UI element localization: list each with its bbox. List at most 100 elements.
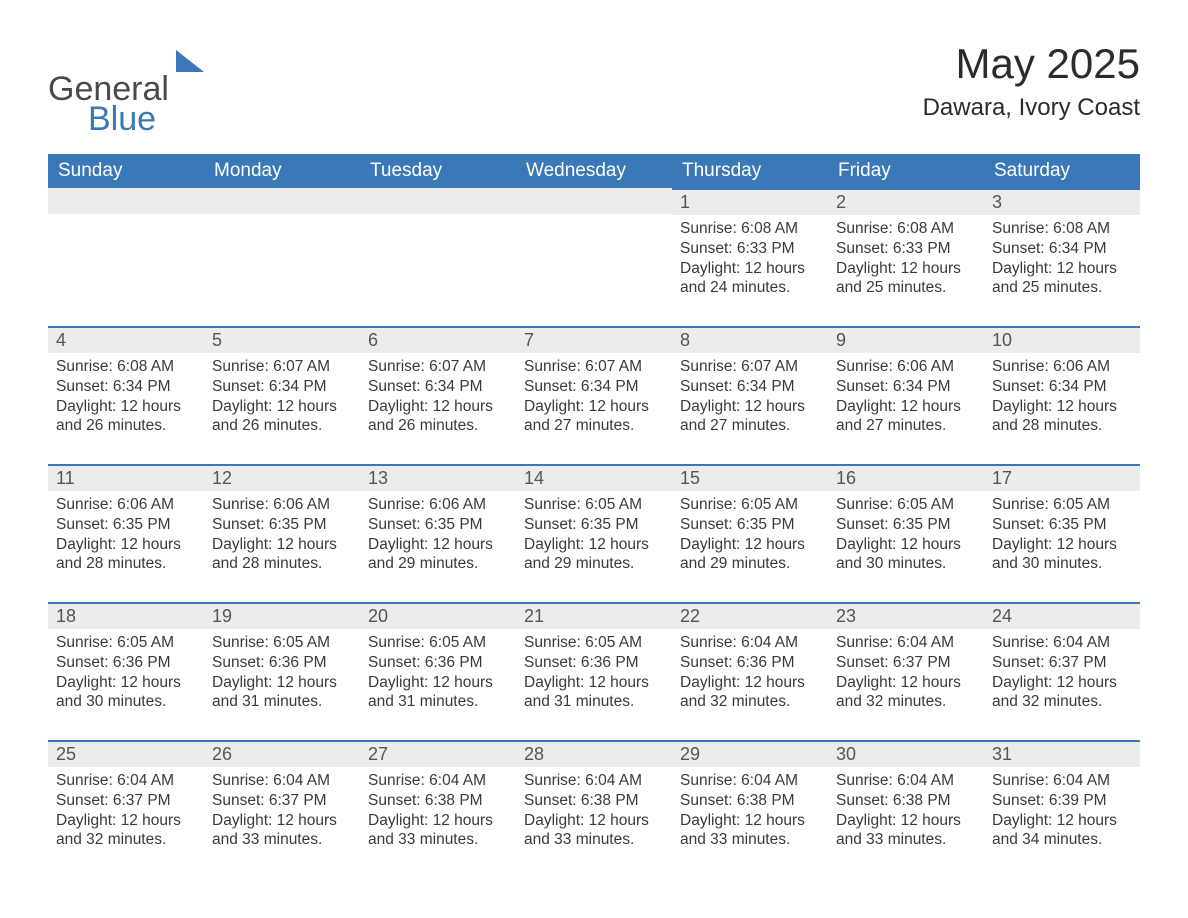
day-details: Sunrise: 6:04 AMSunset: 6:39 PMDaylight:… xyxy=(984,767,1140,856)
calendar-day: 17Sunrise: 6:05 AMSunset: 6:35 PMDayligh… xyxy=(984,464,1140,602)
sunset-line: Sunset: 6:34 PM xyxy=(212,377,352,397)
daylight-line: Daylight: 12 hours and 30 minutes. xyxy=(836,535,976,575)
calendar-day-empty xyxy=(48,188,204,326)
day-details: Sunrise: 6:06 AMSunset: 6:35 PMDaylight:… xyxy=(204,491,360,580)
day-details: Sunrise: 6:05 AMSunset: 6:35 PMDaylight:… xyxy=(984,491,1140,580)
calendar-day: 30Sunrise: 6:04 AMSunset: 6:38 PMDayligh… xyxy=(828,740,984,878)
calendar-day: 15Sunrise: 6:05 AMSunset: 6:35 PMDayligh… xyxy=(672,464,828,602)
daylight-line: Daylight: 12 hours and 33 minutes. xyxy=(524,811,664,851)
sunrise-line: Sunrise: 6:07 AM xyxy=(524,357,664,377)
day-details: Sunrise: 6:05 AMSunset: 6:36 PMDaylight:… xyxy=(360,629,516,718)
daylight-line: Daylight: 12 hours and 31 minutes. xyxy=(212,673,352,713)
day-details: Sunrise: 6:05 AMSunset: 6:36 PMDaylight:… xyxy=(516,629,672,718)
day-details: Sunrise: 6:08 AMSunset: 6:33 PMDaylight:… xyxy=(828,215,984,304)
calendar-day: 20Sunrise: 6:05 AMSunset: 6:36 PMDayligh… xyxy=(360,602,516,740)
calendar-week-row: 25Sunrise: 6:04 AMSunset: 6:37 PMDayligh… xyxy=(48,740,1140,878)
daylight-line: Daylight: 12 hours and 29 minutes. xyxy=(680,535,820,575)
sunrise-line: Sunrise: 6:05 AM xyxy=(992,495,1132,515)
sunset-line: Sunset: 6:35 PM xyxy=(56,515,196,535)
sunset-line: Sunset: 6:38 PM xyxy=(368,791,508,811)
sunrise-line: Sunrise: 6:07 AM xyxy=(212,357,352,377)
sunrise-line: Sunrise: 6:04 AM xyxy=(992,771,1132,791)
day-details: Sunrise: 6:07 AMSunset: 6:34 PMDaylight:… xyxy=(672,353,828,442)
brand-word-2: Blue xyxy=(88,102,204,136)
sunrise-line: Sunrise: 6:04 AM xyxy=(368,771,508,791)
sunrise-line: Sunrise: 6:08 AM xyxy=(836,219,976,239)
calendar-day: 8Sunrise: 6:07 AMSunset: 6:34 PMDaylight… xyxy=(672,326,828,464)
brand-text: General Blue xyxy=(48,50,204,136)
calendar-day: 4Sunrise: 6:08 AMSunset: 6:34 PMDaylight… xyxy=(48,326,204,464)
sunrise-line: Sunrise: 6:05 AM xyxy=(836,495,976,515)
sunset-line: Sunset: 6:34 PM xyxy=(836,377,976,397)
calendar-day: 3Sunrise: 6:08 AMSunset: 6:34 PMDaylight… xyxy=(984,188,1140,326)
daylight-line: Daylight: 12 hours and 25 minutes. xyxy=(836,259,976,299)
sunset-line: Sunset: 6:38 PM xyxy=(836,791,976,811)
daylight-line: Daylight: 12 hours and 28 minutes. xyxy=(56,535,196,575)
calendar-day: 24Sunrise: 6:04 AMSunset: 6:37 PMDayligh… xyxy=(984,602,1140,740)
empty-day-bar xyxy=(48,188,204,214)
sunset-line: Sunset: 6:34 PM xyxy=(524,377,664,397)
weekday-header: Friday xyxy=(828,154,984,188)
weekday-header: Thursday xyxy=(672,154,828,188)
calendar-week-row: 4Sunrise: 6:08 AMSunset: 6:34 PMDaylight… xyxy=(48,326,1140,464)
daylight-line: Daylight: 12 hours and 26 minutes. xyxy=(56,397,196,437)
sunset-line: Sunset: 6:38 PM xyxy=(680,791,820,811)
daylight-line: Daylight: 12 hours and 27 minutes. xyxy=(680,397,820,437)
daylight-line: Daylight: 12 hours and 32 minutes. xyxy=(56,811,196,851)
sunrise-line: Sunrise: 6:05 AM xyxy=(56,633,196,653)
daylight-line: Daylight: 12 hours and 31 minutes. xyxy=(524,673,664,713)
day-number: 4 xyxy=(48,326,204,353)
sunset-line: Sunset: 6:36 PM xyxy=(212,653,352,673)
calendar-day: 9Sunrise: 6:06 AMSunset: 6:34 PMDaylight… xyxy=(828,326,984,464)
sunrise-line: Sunrise: 6:05 AM xyxy=(524,495,664,515)
sunrise-line: Sunrise: 6:06 AM xyxy=(212,495,352,515)
day-number: 1 xyxy=(672,188,828,215)
empty-day-bar xyxy=(204,188,360,214)
daylight-line: Daylight: 12 hours and 28 minutes. xyxy=(992,397,1132,437)
calendar-day: 18Sunrise: 6:05 AMSunset: 6:36 PMDayligh… xyxy=(48,602,204,740)
daylight-line: Daylight: 12 hours and 28 minutes. xyxy=(212,535,352,575)
sunrise-line: Sunrise: 6:04 AM xyxy=(836,771,976,791)
day-details: Sunrise: 6:07 AMSunset: 6:34 PMDaylight:… xyxy=(516,353,672,442)
daylight-line: Daylight: 12 hours and 32 minutes. xyxy=(680,673,820,713)
sunset-line: Sunset: 6:37 PM xyxy=(836,653,976,673)
calendar-day: 28Sunrise: 6:04 AMSunset: 6:38 PMDayligh… xyxy=(516,740,672,878)
day-number: 10 xyxy=(984,326,1140,353)
day-number: 17 xyxy=(984,464,1140,491)
sunset-line: Sunset: 6:34 PM xyxy=(992,239,1132,259)
day-number: 14 xyxy=(516,464,672,491)
calendar-day: 19Sunrise: 6:05 AMSunset: 6:36 PMDayligh… xyxy=(204,602,360,740)
daylight-line: Daylight: 12 hours and 33 minutes. xyxy=(212,811,352,851)
day-number: 11 xyxy=(48,464,204,491)
sunset-line: Sunset: 6:35 PM xyxy=(212,515,352,535)
sunset-line: Sunset: 6:34 PM xyxy=(56,377,196,397)
weekday-header: Tuesday xyxy=(360,154,516,188)
day-details: Sunrise: 6:06 AMSunset: 6:34 PMDaylight:… xyxy=(984,353,1140,442)
sunrise-line: Sunrise: 6:05 AM xyxy=(680,495,820,515)
daylight-line: Daylight: 12 hours and 32 minutes. xyxy=(992,673,1132,713)
day-details: Sunrise: 6:05 AMSunset: 6:36 PMDaylight:… xyxy=(48,629,204,718)
day-number: 30 xyxy=(828,740,984,767)
empty-day-bar xyxy=(516,188,672,214)
day-details: Sunrise: 6:04 AMSunset: 6:36 PMDaylight:… xyxy=(672,629,828,718)
calendar-body: 1Sunrise: 6:08 AMSunset: 6:33 PMDaylight… xyxy=(48,188,1140,878)
calendar-day: 1Sunrise: 6:08 AMSunset: 6:33 PMDaylight… xyxy=(672,188,828,326)
day-number: 2 xyxy=(828,188,984,215)
sunset-line: Sunset: 6:37 PM xyxy=(212,791,352,811)
day-number: 7 xyxy=(516,326,672,353)
weekday-header: Monday xyxy=(204,154,360,188)
day-details: Sunrise: 6:04 AMSunset: 6:38 PMDaylight:… xyxy=(516,767,672,856)
day-details: Sunrise: 6:04 AMSunset: 6:38 PMDaylight:… xyxy=(672,767,828,856)
sunrise-line: Sunrise: 6:04 AM xyxy=(56,771,196,791)
sunrise-line: Sunrise: 6:05 AM xyxy=(212,633,352,653)
calendar-week-row: 1Sunrise: 6:08 AMSunset: 6:33 PMDaylight… xyxy=(48,188,1140,326)
day-details: Sunrise: 6:07 AMSunset: 6:34 PMDaylight:… xyxy=(360,353,516,442)
day-details: Sunrise: 6:04 AMSunset: 6:37 PMDaylight:… xyxy=(828,629,984,718)
header: General Blue May 2025 Dawara, Ivory Coas… xyxy=(48,40,1140,136)
day-details: Sunrise: 6:08 AMSunset: 6:33 PMDaylight:… xyxy=(672,215,828,304)
day-details: Sunrise: 6:05 AMSunset: 6:35 PMDaylight:… xyxy=(516,491,672,580)
day-number: 26 xyxy=(204,740,360,767)
daylight-line: Daylight: 12 hours and 27 minutes. xyxy=(524,397,664,437)
daylight-line: Daylight: 12 hours and 27 minutes. xyxy=(836,397,976,437)
sunrise-line: Sunrise: 6:04 AM xyxy=(212,771,352,791)
